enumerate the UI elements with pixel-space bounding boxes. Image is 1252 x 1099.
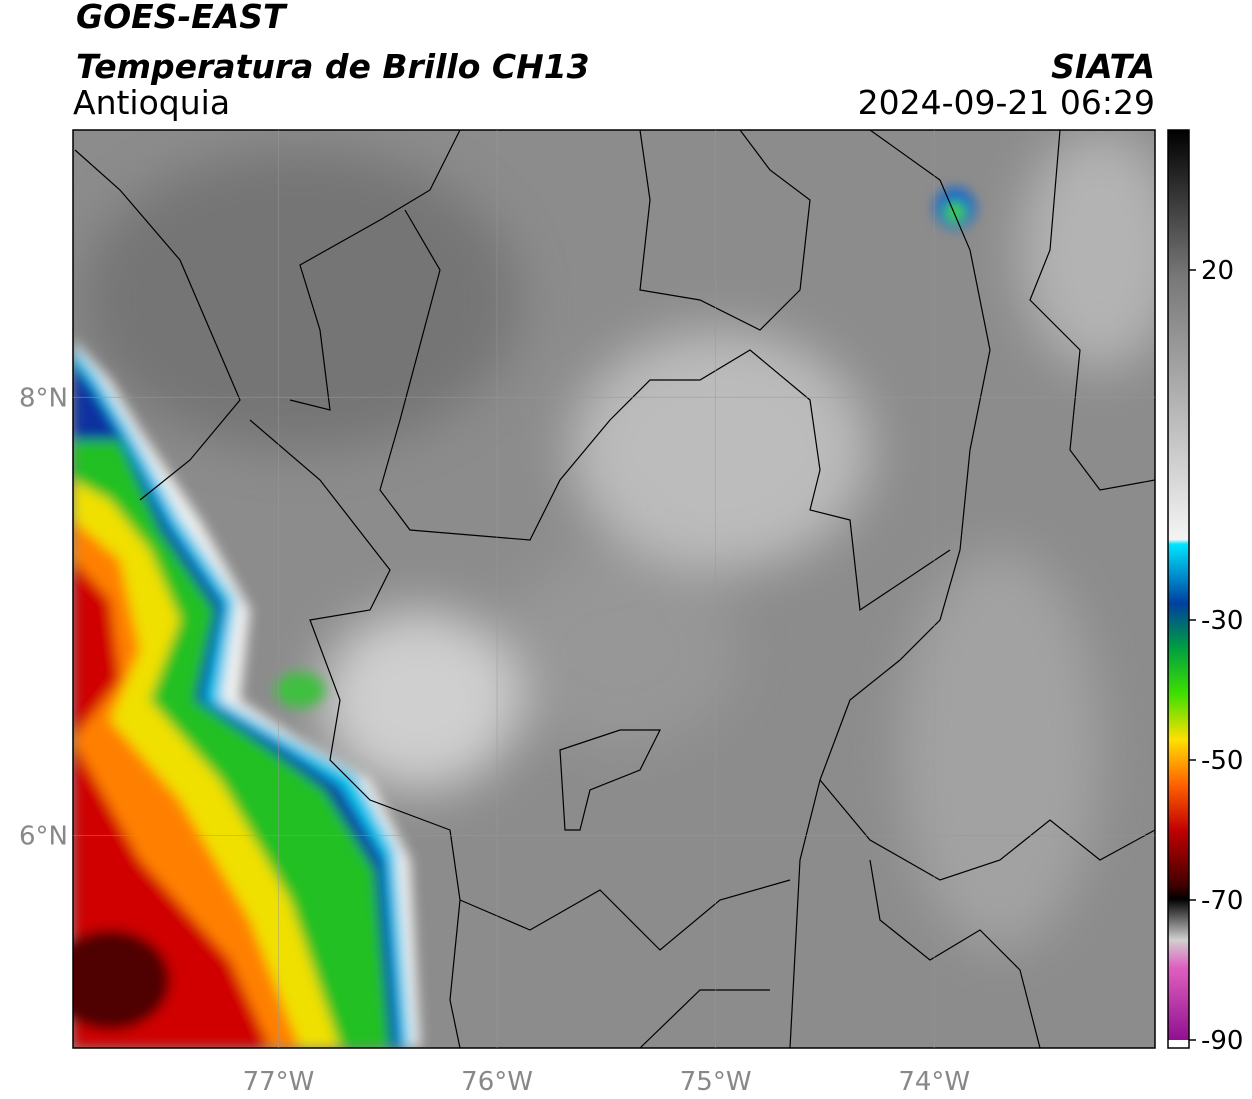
lon-label: 77°W [243, 1067, 315, 1097]
colorbar-label: 20 [1201, 256, 1234, 286]
lon-label: 74°W [898, 1067, 970, 1097]
colorbar [1168, 130, 1189, 1040]
map-frame [72, 129, 1156, 1049]
lat-label: 8°N [19, 383, 68, 413]
lon-label: 75°W [680, 1067, 752, 1097]
lat-label: 6°N [19, 821, 68, 851]
lon-label: 76°W [461, 1067, 533, 1097]
borders [74, 130, 1155, 1048]
timestamp: 2024-09-21 06:29 [858, 83, 1155, 122]
imagery [73, 130, 1155, 1048]
colorbar-label: -50 [1201, 746, 1243, 776]
colorbar-label: -30 [1201, 606, 1243, 636]
colorbar-label: -90 [1201, 1026, 1243, 1056]
source: SIATA [1051, 47, 1155, 86]
subtitle: Temperatura de Brillo CH13 [76, 47, 590, 86]
colorbar-label: -70 [1201, 886, 1243, 916]
title: GOES-EAST [76, 0, 288, 36]
colorbar-extension [1168, 1040, 1189, 1048]
colorbar-frame [1167, 129, 1190, 1049]
region: Antioquia [73, 83, 230, 122]
